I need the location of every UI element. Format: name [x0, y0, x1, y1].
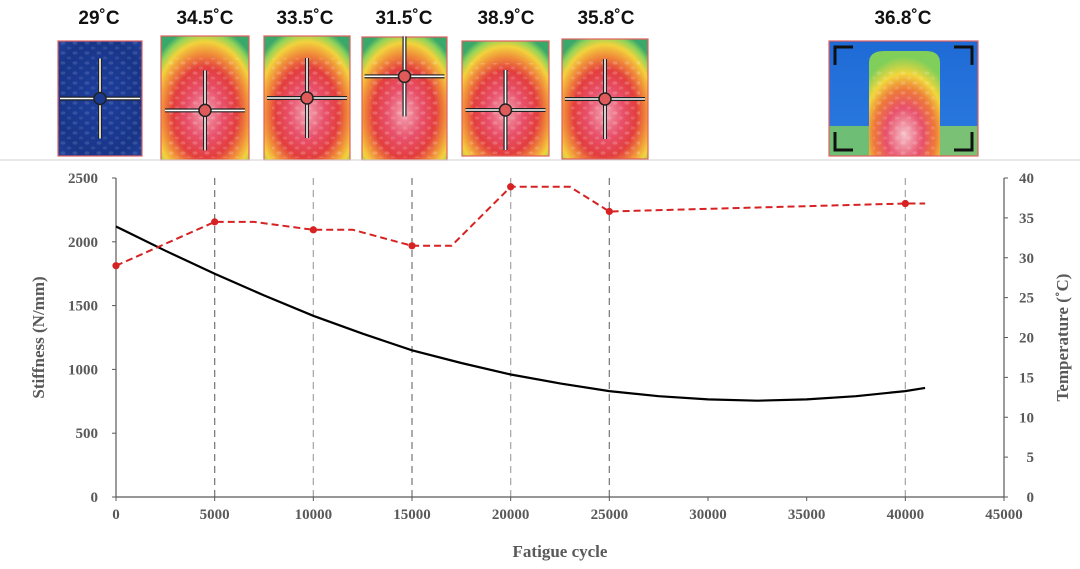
temperature-point [211, 218, 219, 226]
thermal-temperature-label: 33.5˚C [276, 8, 333, 29]
thermal-images: 29˚C 34.5˚C 33.5˚C 31.5˚C 38.9˚C 35.8˚C 36.8˚C [57, 8, 979, 161]
corner-marker [954, 132, 974, 152]
y-left-tick-label: 1500 [68, 299, 98, 315]
y-axis-right-title: Temperature (˚C) [1053, 274, 1072, 402]
y-right-tick-label: 40 [1019, 171, 1034, 187]
x-tick-label: 45000 [985, 507, 1023, 523]
y-left-tick-label: 1000 [68, 362, 98, 378]
thermal-temperature-label: 35.8˚C [577, 8, 634, 29]
x-tick-label: 30000 [689, 507, 727, 523]
thermal-image-40000: 36.8˚C [828, 8, 979, 157]
x-axis-title: Fatigue cycle [513, 542, 608, 561]
thermal-image-0: 29˚C [57, 8, 143, 157]
thermal-temperature-label: 34.5˚C [176, 8, 233, 29]
crosshair-center [397, 69, 412, 84]
crosshair-center [300, 91, 314, 105]
y-right-tick-label: 15 [1019, 370, 1034, 386]
y-left-tick-label: 500 [76, 426, 99, 442]
temperature-point [112, 262, 120, 270]
corner-marker [954, 45, 974, 65]
y-left-tick-label: 2000 [68, 235, 98, 251]
x-tick-label: 10000 [295, 507, 333, 523]
temperature-point [309, 226, 317, 234]
y-left-tick-label: 2500 [68, 171, 98, 187]
crosshair-center [598, 92, 612, 106]
y-right-tick-label: 0 [1027, 490, 1035, 506]
y-left-tick-label: 0 [91, 490, 99, 506]
x-tick-label: 5000 [200, 507, 230, 523]
y-right-tick-label: 5 [1027, 450, 1035, 466]
thermal-temperature-label: 31.5˚C [375, 8, 432, 29]
thermal-image-5000: 34.5˚C [160, 8, 250, 161]
temperature-point [507, 183, 515, 191]
dual-axis-chart: 0 5000 10000 15000 20000 25000 30000 35000 40000… [0, 159, 1080, 561]
y-right-tick-label: 25 [1019, 291, 1034, 307]
crosshair-center [93, 91, 107, 106]
stiffness-series-line [115, 225, 926, 402]
y-right-tick-label: 30 [1019, 251, 1034, 267]
thermal-image-border [57, 40, 143, 157]
thermal-image-border [461, 40, 550, 157]
y-right-tick-label: 35 [1019, 211, 1034, 227]
x-tick-label: 25000 [591, 507, 629, 523]
x-tick-label: 20000 [492, 507, 530, 523]
temperature-point [605, 207, 613, 216]
thermal-temperature-label: 36.8˚C [874, 8, 931, 29]
x-tick-label: 40000 [887, 507, 925, 523]
thermal-texture [873, 71, 936, 156]
thermal-image-border [561, 38, 649, 160]
corner-marker [833, 132, 853, 152]
corner-marker [833, 45, 853, 65]
crosshair-center [498, 103, 513, 117]
y-right-tick-label: 20 [1019, 331, 1034, 347]
thermal-image-border [828, 40, 979, 157]
thermal-temperature-label: 29˚C [78, 8, 119, 29]
thermal-image-25000: 35.8˚C [561, 8, 649, 160]
x-tick-label: 0 [112, 507, 120, 523]
temperature-point [408, 242, 416, 250]
x-tick-label: 35000 [788, 507, 826, 523]
thermal-image-20000: 38.9˚C [461, 8, 550, 157]
thermal-temperature-label: 38.9˚C [477, 8, 534, 29]
thermal-image-10000: 33.5˚C [263, 8, 351, 161]
x-tick-label: 15000 [393, 507, 431, 523]
temperature-point [901, 199, 909, 208]
temperature-series-line [115, 185, 926, 267]
thermal-image-15000: 31.5˚C [361, 8, 448, 161]
crosshair-center [198, 103, 212, 118]
y-axis-left-title: Stiffness (N/mm) [29, 276, 48, 398]
y-right-tick-label: 10 [1019, 410, 1034, 426]
